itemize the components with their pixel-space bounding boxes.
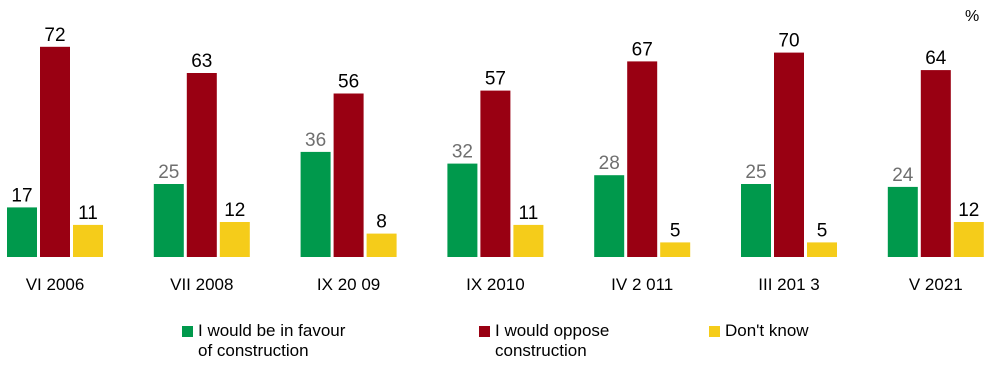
value-label-dont-know-2: 8 (376, 212, 387, 233)
category-label-4: IV 2 011 (611, 275, 673, 294)
bar-favour-4 (594, 175, 625, 257)
bar-dont-know-4 (660, 242, 691, 257)
bar-oppose-2 (333, 93, 364, 257)
category-label-2: IX 20 09 (317, 275, 380, 294)
bar-oppose-1 (186, 73, 217, 257)
category-label-0: VI 2006 (26, 275, 85, 294)
bar-favour-0 (7, 207, 37, 257)
legend-item-oppose: I would oppose construction (479, 321, 609, 361)
value-label-dont-know-6: 12 (958, 200, 979, 221)
legend-swatch-favour (182, 326, 193, 337)
bar-dont-know-6 (953, 222, 984, 257)
bar-oppose-3 (480, 90, 511, 257)
value-label-favour-3: 32 (452, 142, 473, 163)
value-label-favour-0: 17 (11, 185, 32, 206)
value-label-favour-6: 24 (892, 165, 914, 186)
bar-oppose-0 (40, 46, 70, 257)
bar-favour-1 (153, 184, 184, 257)
value-label-dont-know-0: 11 (78, 203, 98, 224)
legend: I would be in favour of construction I w… (0, 321, 985, 371)
value-label-favour-4: 28 (599, 153, 620, 174)
bar-favour-2 (300, 151, 331, 257)
legend-label-dont-know: Don't know (725, 321, 809, 340)
bar-dont-know-2 (366, 233, 397, 257)
legend-item-favour: I would be in favour of construction (182, 321, 345, 361)
value-label-favour-2: 36 (305, 130, 326, 151)
value-label-favour-1: 25 (158, 162, 179, 183)
bar-dont-know-5 (807, 242, 837, 257)
value-label-dont-know-1: 12 (224, 200, 245, 221)
bar-dont-know-0 (73, 224, 103, 257)
value-label-dont-know-3: 11 (519, 203, 539, 224)
value-label-oppose-0: 72 (44, 25, 65, 46)
legend-item-dont-know: Don't know (709, 321, 809, 341)
bar-chart: 177211256312365683257112867525705246412 … (7, 25, 984, 294)
value-label-oppose-2: 56 (338, 72, 359, 93)
bar-dont-know-3 (513, 224, 544, 257)
legend-label-favour: I would be in favour of construction (198, 321, 346, 360)
value-label-oppose-6: 64 (925, 48, 947, 69)
value-label-oppose-5: 70 (778, 31, 799, 52)
value-label-dont-know-5: 5 (817, 220, 828, 241)
value-label-dont-know-4: 5 (670, 220, 681, 241)
bar-oppose-6 (920, 70, 951, 257)
bar-oppose-5 (774, 52, 804, 257)
value-label-oppose-4: 67 (632, 39, 653, 60)
legend-swatch-oppose (479, 326, 490, 337)
value-label-oppose-1: 63 (191, 51, 212, 72)
legend-swatch-dont-know (709, 326, 720, 337)
value-label-favour-5: 25 (745, 162, 766, 183)
category-label-6: V 2021 (909, 275, 963, 294)
bar-favour-3 (447, 163, 478, 257)
category-labels-group: VI 2006 VII 2008 IX 20 09 IX 2010 IV 2 011 II… (26, 275, 963, 294)
value-labels-group: 17 72 11 25 63 12 36 56 8 32 57 11 28 67 5 25 70 5 24 64 12 (11, 25, 979, 242)
bar-oppose-4 (627, 61, 658, 258)
category-label-3: IX 2010 (466, 275, 525, 294)
bar-dont-know-1 (219, 222, 250, 257)
bars-group (7, 46, 984, 258)
bar-favour-6 (887, 186, 918, 257)
category-label-1: VII 2008 (170, 275, 233, 294)
value-label-oppose-3: 57 (485, 69, 506, 90)
bar-favour-5 (741, 184, 771, 257)
legend-label-oppose: I would oppose construction (495, 321, 610, 360)
unit-label: % (965, 8, 980, 25)
category-label-5: III 201 3 (758, 275, 819, 294)
